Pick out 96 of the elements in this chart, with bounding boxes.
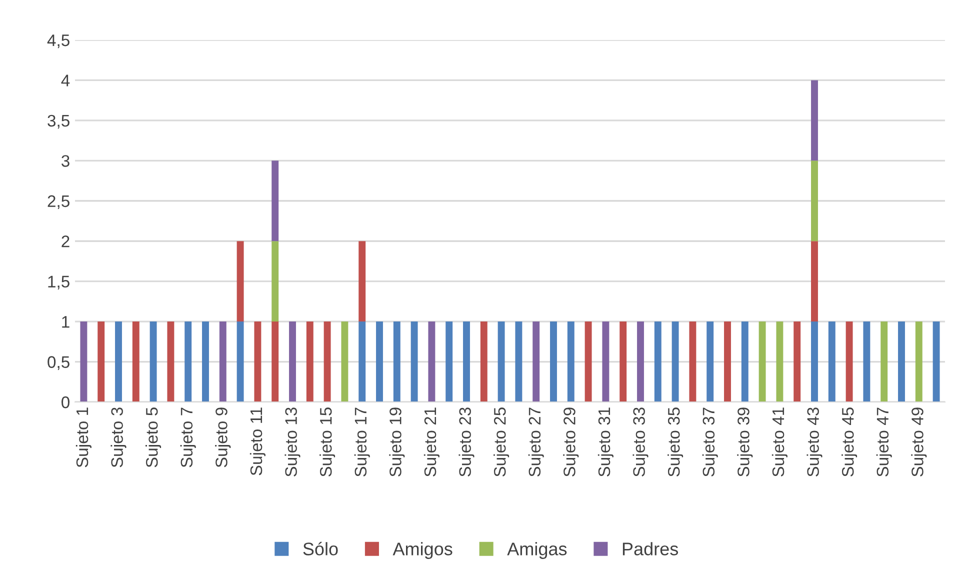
- x-tick-label: Sujeto 17: [354, 408, 370, 477]
- bar: [236, 322, 244, 402]
- bar: [532, 322, 540, 402]
- bar: [446, 322, 453, 402]
- bar: [811, 322, 818, 402]
- bar: [150, 322, 157, 402]
- bar: [602, 322, 610, 402]
- bar: [584, 322, 592, 402]
- x-tick-label: Sujeto 43: [806, 408, 822, 477]
- bar: [410, 322, 418, 402]
- bar: [80, 322, 88, 402]
- bar: [932, 322, 940, 402]
- bar: [758, 322, 766, 402]
- bar: [167, 322, 174, 402]
- bar: [915, 322, 922, 402]
- x-tick-label: Sujeto 5: [146, 408, 162, 468]
- bar: [272, 160, 279, 242]
- bar: [724, 322, 731, 402]
- bar: [428, 322, 436, 402]
- x-tick-label: Sujeto 3: [110, 408, 126, 468]
- bar: [132, 322, 140, 402]
- bar: [672, 322, 679, 402]
- legend-label: Amigas: [507, 542, 567, 559]
- bar: [863, 322, 870, 402]
- x-tick-label: Sujeto 49: [911, 408, 927, 477]
- x-tick-label: Sujeto 19: [389, 408, 405, 477]
- bar: [480, 322, 488, 402]
- bar: [498, 322, 505, 402]
- bar: [306, 322, 314, 402]
- y-tick-label: 1: [62, 316, 70, 328]
- bar: [794, 322, 801, 402]
- bar: [272, 241, 279, 322]
- x-tick-label: Sujeto 25: [494, 408, 510, 477]
- bar: [689, 322, 696, 402]
- bar: [254, 322, 262, 402]
- x-tick-label: Sujeto 37: [702, 408, 718, 477]
- bar: [637, 322, 644, 402]
- x-tick-label: Sujeto 13: [284, 408, 300, 477]
- bar: [741, 322, 748, 402]
- bar: [811, 160, 818, 242]
- bar: [776, 322, 784, 402]
- bar: [202, 322, 209, 402]
- x-tick-label: Sujeto 33: [632, 408, 648, 477]
- bar: [324, 322, 331, 402]
- bar: [219, 322, 226, 402]
- bar: [620, 322, 627, 402]
- bar: [463, 322, 470, 402]
- x-tick-label: Sujeto 23: [458, 408, 474, 477]
- bar: [880, 322, 888, 402]
- bar: [654, 322, 662, 402]
- x-tick-label: Sujeto 39: [737, 408, 753, 477]
- y-tick-label: 0,5: [48, 356, 70, 370]
- legend-label: Amigos: [392, 542, 452, 559]
- bar: [393, 322, 400, 402]
- x-tick-label: Sujeto 9: [215, 408, 231, 468]
- bar: [567, 322, 574, 402]
- legend-label: Padres: [622, 542, 678, 556]
- bar: [376, 322, 383, 402]
- bar: [846, 322, 853, 402]
- y-tick-label: 4: [61, 74, 70, 86]
- y-tick-label: 2,5: [48, 195, 70, 210]
- bar: [236, 241, 244, 322]
- x-tick-label: Sujeto 47: [876, 408, 892, 477]
- x-tick-label: Sujeto 35: [668, 408, 684, 477]
- x-tick-label: Sujeto 7: [180, 408, 196, 468]
- y-tick-label: 2: [62, 236, 70, 248]
- bar: [184, 322, 192, 402]
- bar: [706, 322, 714, 402]
- bar: [341, 322, 348, 402]
- bar: [828, 322, 836, 402]
- bar: [811, 241, 818, 322]
- bar: [98, 322, 105, 402]
- bar: [358, 241, 366, 322]
- bar: [811, 80, 818, 161]
- y-tick-label: 1,5: [48, 276, 70, 290]
- y-tick-label: 3,5: [48, 114, 70, 129]
- bar: [115, 322, 122, 402]
- x-tick-label: Sujeto 1: [76, 408, 92, 468]
- x-tick-label: Sujeto 31: [598, 408, 614, 477]
- bar: [272, 322, 279, 402]
- legend-label: Sólo: [303, 542, 338, 556]
- x-tick-label: Sujeto 29: [563, 408, 579, 477]
- y-tick-label: 4,5: [47, 34, 70, 48]
- bar: [358, 322, 366, 402]
- x-tick-label: Sujeto 11: [250, 408, 266, 476]
- x-tick-label: Sujeto 41: [772, 408, 788, 477]
- y-tick-label: 0: [62, 396, 70, 408]
- x-tick-label: Sujeto 15: [320, 408, 336, 477]
- bar: [515, 322, 522, 402]
- x-tick-label: Sujeto 27: [528, 408, 544, 477]
- y-tick-label: 3: [62, 155, 70, 167]
- bar: [898, 322, 905, 402]
- x-tick-label: Sujeto 21: [424, 408, 440, 477]
- bar: [289, 322, 296, 402]
- bar: [550, 322, 557, 402]
- x-tick-label: Sujeto 45: [842, 408, 858, 477]
